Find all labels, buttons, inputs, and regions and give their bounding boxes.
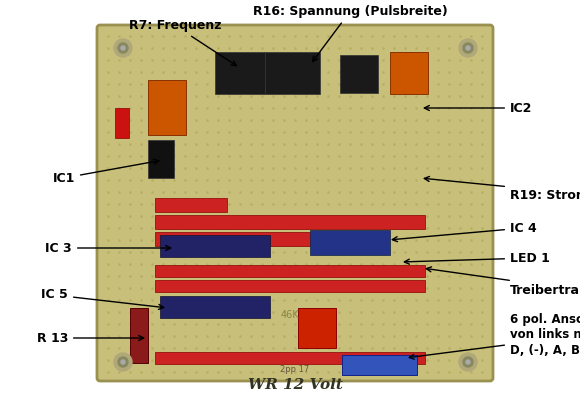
Bar xyxy=(115,108,129,138)
Text: IC 4: IC 4 xyxy=(392,222,536,242)
Text: IC 3: IC 3 xyxy=(45,242,171,254)
Text: R16: Spannung (Pulsbreite): R16: Spannung (Pulsbreite) xyxy=(253,5,447,62)
Bar xyxy=(155,352,425,364)
Text: 46K: 46K xyxy=(281,310,299,320)
Bar xyxy=(390,52,428,94)
Bar xyxy=(310,230,390,255)
Circle shape xyxy=(114,353,132,371)
Bar xyxy=(155,265,425,277)
Circle shape xyxy=(118,357,128,367)
Bar xyxy=(340,55,378,93)
Text: R 13: R 13 xyxy=(37,332,144,344)
FancyBboxPatch shape xyxy=(97,25,493,381)
Text: IC2: IC2 xyxy=(425,102,532,114)
Bar xyxy=(298,308,336,348)
Text: IC 5: IC 5 xyxy=(41,288,164,310)
Bar xyxy=(155,232,365,246)
Bar xyxy=(215,52,265,94)
Circle shape xyxy=(121,360,125,364)
Text: 6 pol. Anschlußleiste
von links nach rechts:
D, (-), A, B, (+), C: 6 pol. Anschlußleiste von links nach rec… xyxy=(409,314,580,359)
Circle shape xyxy=(459,353,477,371)
Circle shape xyxy=(466,360,470,364)
Text: R7: Frequenz: R7: Frequenz xyxy=(129,19,237,66)
Bar xyxy=(160,235,270,257)
Bar xyxy=(155,280,425,292)
Bar xyxy=(155,198,227,212)
Bar xyxy=(155,215,425,229)
Bar xyxy=(130,308,148,363)
Bar xyxy=(160,296,270,318)
Text: WR 12 Volt: WR 12 Volt xyxy=(248,378,342,392)
Circle shape xyxy=(463,357,473,367)
Text: LED 1: LED 1 xyxy=(404,252,550,264)
Bar xyxy=(265,52,320,94)
Circle shape xyxy=(118,43,128,53)
Circle shape xyxy=(459,39,477,57)
Text: IC1: IC1 xyxy=(53,159,159,184)
Text: Treibertransistoren: Treibertransistoren xyxy=(426,267,580,296)
Bar xyxy=(342,355,417,375)
Bar xyxy=(148,140,174,178)
Circle shape xyxy=(121,46,125,50)
Text: R19: Strombegrenzung: R19: Strombegrenzung xyxy=(425,176,580,202)
Text: 2pp 17: 2pp 17 xyxy=(280,366,310,374)
Circle shape xyxy=(463,43,473,53)
Bar xyxy=(148,80,186,135)
Circle shape xyxy=(466,46,470,50)
Circle shape xyxy=(114,39,132,57)
